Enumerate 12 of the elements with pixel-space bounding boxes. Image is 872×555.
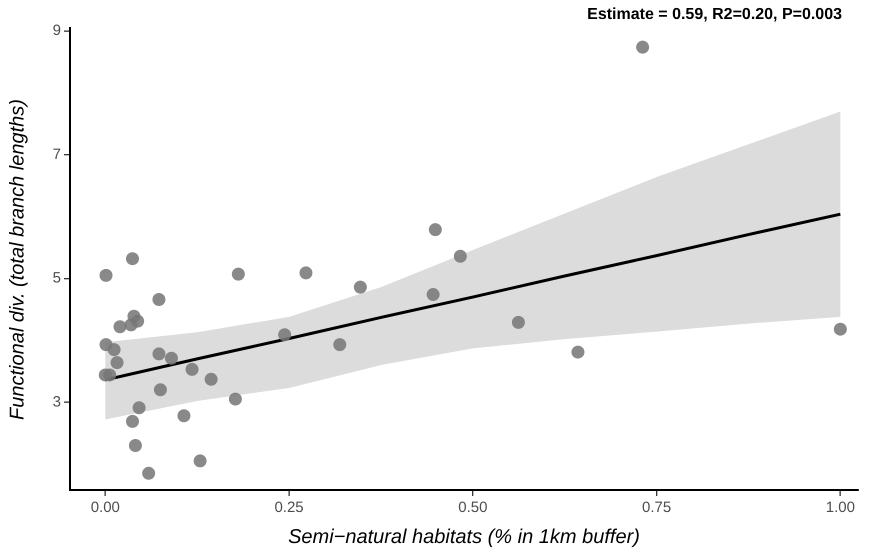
y-tick-label: 3 (52, 393, 61, 410)
x-tick-label: 1.00 (826, 499, 855, 516)
x-axis-title: Semi−natural habitats (% in 1km buffer) (287, 526, 641, 549)
y-tick-label: 7 (52, 146, 61, 163)
x-tick-label: 0.75 (642, 499, 672, 516)
text: Estimate = 0.59, R2=0.20, P=0.003 (587, 6, 842, 24)
x-tick-label: 0.50 (458, 499, 488, 516)
y-tick-label: 5 (52, 270, 61, 287)
y-tick-label: 9 (52, 22, 61, 40)
x-tick-label: 0.25 (274, 499, 304, 516)
x-tick-label: 0.00 (90, 499, 120, 516)
y-axis-title: Functional div. (total branch lengths) (6, 98, 30, 422)
